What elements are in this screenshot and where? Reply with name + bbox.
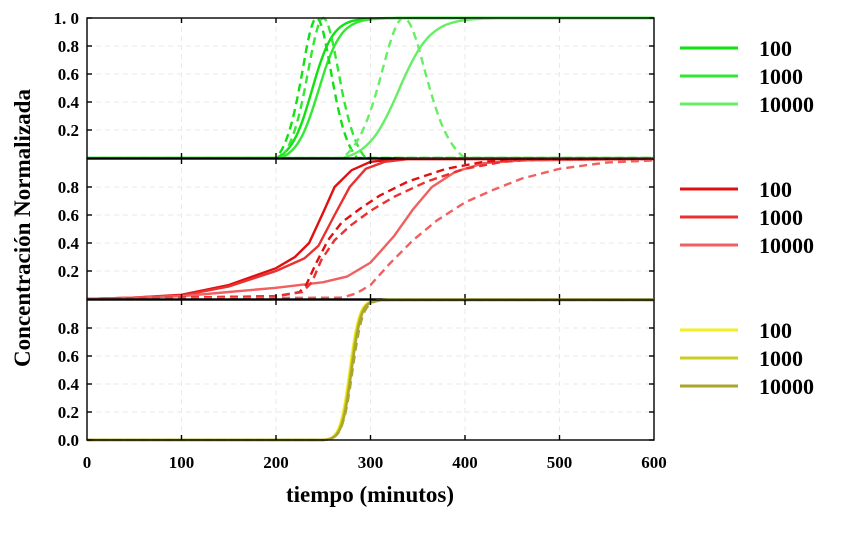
- legend-label: 10000: [759, 92, 814, 117]
- legend-label: 1000: [759, 64, 803, 89]
- x-tick-label: 400: [452, 453, 478, 472]
- legend-label: 100: [759, 177, 792, 202]
- legend-label: 1000: [759, 346, 803, 371]
- panels: 0.2 0.4 0.6 0.8 1. 0 100 1000 10000 0.2 0.4 0.6 0.8…: [54, 9, 815, 450]
- y-tick-label: 0.4: [58, 375, 80, 394]
- legend-label: 10000: [759, 233, 814, 258]
- panel-3: 0.0 0.2 0.4 0.6 0.8 100 1000 10000: [58, 298, 814, 450]
- y-axis-title: Concentración Normalizada: [10, 89, 35, 367]
- y-tick-label: 0.6: [58, 347, 79, 366]
- series-line-4: [86, 157, 654, 301]
- y-tick-label: 0.8: [58, 178, 79, 197]
- x-axis: 0 100 200 300 400 500 600: [83, 453, 667, 472]
- y-tick-label: 0.8: [58, 37, 79, 56]
- x-tick-label: 100: [169, 453, 195, 472]
- x-tick-label: 600: [641, 453, 667, 472]
- x-tick-label: 500: [547, 453, 573, 472]
- legend: 100 1000 10000: [680, 36, 814, 117]
- x-tick-label: 0: [83, 453, 92, 472]
- legend-label: 1000: [759, 205, 803, 230]
- legend-label: 100: [759, 318, 792, 343]
- series-line-5: [86, 157, 654, 301]
- y-tick-label: 1. 0: [54, 9, 80, 28]
- grid: [87, 159, 654, 299]
- x-axis-title: tiempo (minutos): [286, 482, 454, 507]
- legend: 100 1000 10000: [680, 177, 814, 258]
- panel-1: 0.2 0.4 0.6 0.8 1. 0 100 1000 10000: [54, 9, 814, 160]
- y-tick-label: 0.4: [58, 93, 80, 112]
- y-tick-label: 0.4: [58, 234, 80, 253]
- y-tick-label: 0.8: [58, 319, 79, 338]
- y-tick-label: 0.0: [58, 431, 79, 450]
- legend-label: 10000: [759, 374, 814, 399]
- series-line-3: [86, 157, 655, 301]
- grid: [87, 18, 654, 158]
- y-tick-label: 0.2: [58, 403, 79, 422]
- series-line-6: [86, 159, 655, 301]
- y-tick-label: 0.2: [58, 262, 79, 281]
- grid: [87, 300, 654, 440]
- legend-label: 100: [759, 36, 792, 61]
- x-tick-label: 300: [358, 453, 384, 472]
- y-tick-label: 0.6: [58, 65, 79, 84]
- legend: 100 1000 10000: [680, 318, 814, 399]
- x-tick-label: 200: [263, 453, 289, 472]
- y-tick-label: 0.6: [58, 206, 79, 225]
- y-tick-label: 0.2: [58, 121, 79, 140]
- panel-2: 0.2 0.4 0.6 0.8 100 1000 10000: [58, 157, 814, 301]
